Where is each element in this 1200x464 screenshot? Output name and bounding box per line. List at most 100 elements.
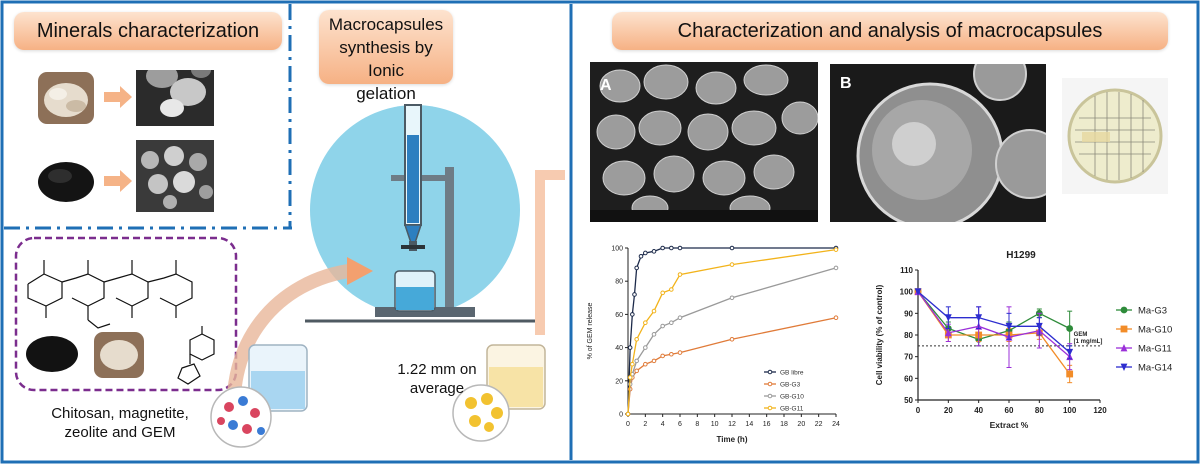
minerals-title: Minerals characterization (14, 12, 282, 50)
data-point (729, 262, 735, 267)
legend-marker-0 (767, 369, 773, 375)
x-tick-label: 2 (643, 421, 647, 428)
arrow-icon (104, 86, 132, 108)
y-axis-label: % of GEM release (587, 302, 594, 359)
data-point (1066, 325, 1074, 332)
y-tick-label: 40 (615, 345, 623, 352)
series-line-1 (627, 317, 837, 415)
data-point (1035, 322, 1043, 331)
legend-marker-0 (1120, 306, 1128, 314)
series-line-3 (627, 249, 837, 415)
arrow-head-icon (347, 257, 373, 285)
data-point (833, 265, 839, 271)
data-point (833, 247, 839, 252)
magnetite-sem-image (136, 140, 214, 212)
data-point (651, 358, 657, 364)
data-point (729, 245, 735, 251)
legend-marker-1 (767, 381, 773, 387)
legend-label-1: Ma-G10 (1138, 325, 1172, 336)
materials-caption-line2: zeolite and GEM (64, 424, 176, 441)
x-tick-label: 16 (763, 421, 771, 428)
y-tick-label: 80 (904, 331, 913, 340)
up-arrow-icon (535, 170, 565, 335)
y-tick-label: 100 (611, 246, 623, 253)
gem-reference-label: [1 mg/mL] (1074, 339, 1103, 345)
data-point (944, 314, 952, 322)
y-tick-label: 100 (900, 288, 914, 297)
chart-title: H1299 (1006, 250, 1036, 261)
size-note-line1: 1.22 mm on (397, 361, 477, 378)
data-point (729, 295, 735, 301)
zeolite-sem-image (136, 70, 214, 126)
legend-label-3: GB-G11 (780, 406, 804, 413)
data-point (651, 308, 657, 314)
data-point (643, 345, 648, 350)
zeolite-photo (94, 332, 144, 378)
data-point (660, 323, 665, 329)
data-point (669, 245, 674, 251)
arrow-icon (104, 170, 132, 192)
data-point (643, 361, 648, 367)
data-point (630, 361, 635, 367)
gem-structure (177, 326, 215, 385)
sem-image-a: A (590, 62, 818, 222)
data-point (630, 312, 635, 317)
y-tick-label: 110 (900, 266, 913, 275)
x-axis-label: Extract % (990, 420, 1029, 430)
synthesis-title-line2: synthesis by Ionic (339, 38, 433, 80)
magnetite-photo (38, 162, 94, 202)
gem-reference-label: GEM (1074, 332, 1088, 338)
data-point (1066, 370, 1074, 378)
zeolite-photo (38, 72, 94, 124)
data-point (638, 254, 644, 259)
data-point (677, 272, 683, 277)
data-point (660, 353, 665, 359)
data-point (677, 245, 683, 251)
legend-label-0: Ma-G3 (1138, 306, 1167, 317)
data-point (651, 249, 657, 254)
data-point (677, 315, 683, 321)
data-point (625, 411, 631, 417)
data-point (651, 332, 657, 337)
size-note-line2: average (409, 380, 465, 397)
data-point (634, 337, 639, 342)
data-point (1066, 348, 1074, 357)
data-point (643, 250, 648, 256)
legend-marker-3 (1120, 363, 1128, 371)
x-tick-label: 18 (780, 421, 788, 428)
x-tick-label: 24 (832, 421, 840, 428)
legend-label-3: Ma-G14 (1138, 363, 1172, 374)
data-point (669, 287, 674, 292)
data-point (729, 337, 735, 342)
magnetite-photo (26, 336, 78, 372)
x-tick-label: 0 (916, 406, 921, 415)
data-point (677, 350, 683, 355)
data-point (669, 320, 674, 325)
data-point (634, 358, 639, 364)
sem-image-b: B (830, 64, 1046, 222)
capsule-beaker-left (210, 344, 308, 448)
data-point (975, 314, 983, 322)
data-point (627, 375, 633, 380)
data-point (660, 245, 665, 251)
burette-icon (401, 104, 425, 251)
synthesis-illustration (210, 104, 565, 448)
x-tick-label: 120 (1093, 406, 1107, 415)
series-line-3 (917, 291, 1071, 353)
data-point (1005, 322, 1013, 331)
analysis-title: Characterization and analysis of macroca… (612, 12, 1168, 50)
x-tick-label: 40 (974, 406, 983, 415)
x-tick-label: 12 (728, 421, 736, 428)
x-tick-label: 14 (745, 421, 753, 428)
sem-label-b: B (840, 75, 852, 92)
data-point (944, 328, 952, 337)
legend-marker-2 (1120, 344, 1128, 352)
x-tick-label: 0 (626, 421, 630, 428)
legend-label-0: GB libre (780, 370, 804, 377)
materials-box (14, 236, 238, 392)
x-axis-label: Time (h) (717, 435, 748, 444)
y-tick-label: 80 (615, 279, 623, 286)
x-tick-label: 10 (711, 421, 719, 428)
x-tick-label: 8 (695, 421, 699, 428)
